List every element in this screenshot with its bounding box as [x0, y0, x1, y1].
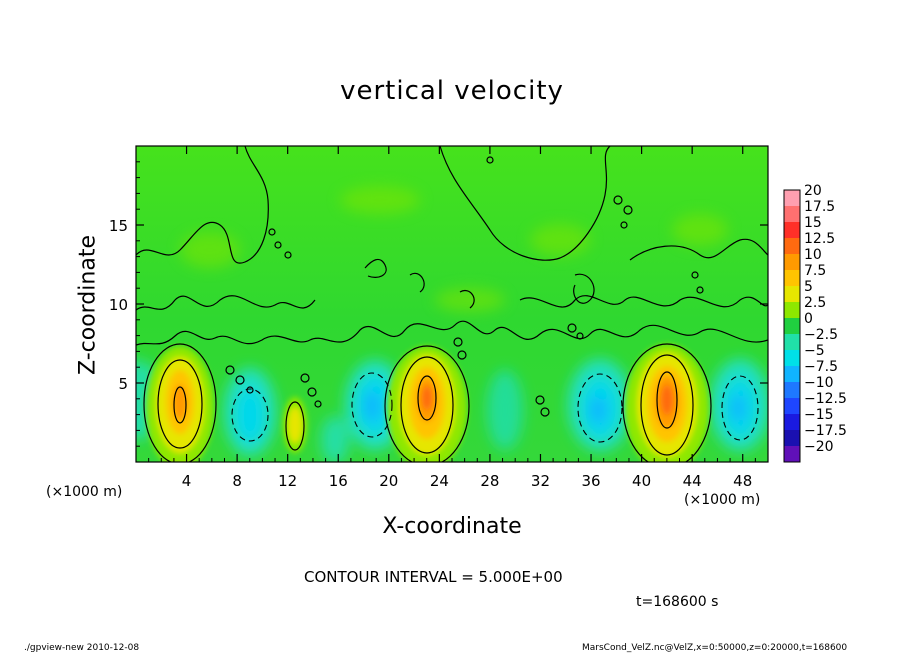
x-unit-label-left: (×1000 m)	[46, 484, 123, 500]
colorbar-swatch	[784, 318, 800, 335]
colorbar-label: 15	[804, 215, 822, 231]
x-tick-label: 8	[232, 472, 242, 490]
y-axis-label: Z-coordinate	[75, 235, 101, 375]
x-tick-label: 40	[632, 472, 651, 490]
colorbar-label: 0	[804, 311, 813, 327]
colorbar-label: 2.5	[804, 295, 826, 311]
chart-title: vertical velocity	[340, 76, 564, 106]
y-axis-ticks: 5 10 15	[109, 161, 768, 447]
colorbar-swatch	[784, 254, 800, 271]
time-label: t=168600 s	[636, 594, 719, 610]
colorbar-label: −5	[804, 343, 825, 359]
x-tick-label: 28	[480, 472, 499, 490]
x-unit-label-right: (×1000 m)	[684, 492, 761, 508]
colorbar-swatch	[784, 206, 800, 223]
colorbar-label: −15	[804, 407, 834, 423]
colorbar-label: −20	[804, 439, 834, 455]
contour-lines	[136, 146, 768, 462]
colorbar-label: 20	[804, 183, 822, 199]
colorbar-label: 17.5	[804, 199, 835, 215]
y-tick-label: 5	[118, 375, 128, 393]
x-tick-label: 12	[278, 472, 297, 490]
colorbar-swatch	[784, 366, 800, 383]
colorbar-label: 10	[804, 247, 822, 263]
footer-right: MarsCond_VelZ.nc@VelZ,x=0:50000,z=0:2000…	[582, 643, 848, 653]
colorbar-swatch	[784, 382, 800, 399]
colorbar-swatch	[784, 286, 800, 303]
velocity-field	[136, 146, 768, 462]
x-tick-label: 20	[379, 472, 398, 490]
colorbar-swatch	[784, 398, 800, 415]
x-tick-label: 44	[683, 472, 702, 490]
x-tick-label: 16	[329, 472, 348, 490]
colorbar-label: −10	[804, 375, 834, 391]
colorbar-swatch	[784, 222, 800, 239]
colorbar-swatch	[784, 302, 800, 319]
colorbar-swatch	[784, 190, 800, 207]
x-tick-label: 32	[531, 472, 550, 490]
colorbar-label: −12.5	[804, 391, 847, 407]
colorbar-label: 7.5	[804, 263, 826, 279]
colorbar-swatch	[784, 334, 800, 351]
footer-left: ./gpview-new 2010-12-08	[24, 643, 140, 653]
x-tick-label: 48	[733, 472, 752, 490]
colorbar-label: 12.5	[804, 231, 835, 247]
y-tick-label: 15	[109, 217, 128, 235]
colorbar-swatch	[784, 350, 800, 367]
x-axis-label: X-coordinate	[382, 514, 522, 539]
colorbar-frame	[783, 189, 801, 463]
x-axis-ticks: 4 8 12 16 20 24 28 32 36 40 44 48	[148, 146, 756, 490]
y-tick-label: 10	[109, 296, 128, 314]
x-tick-label: 36	[581, 472, 600, 490]
colorbar-label: −17.5	[804, 423, 847, 439]
x-tick-label: 4	[182, 472, 192, 490]
colorbar-swatch	[784, 238, 800, 255]
x-tick-label: 24	[430, 472, 449, 490]
colorbar-swatch	[784, 414, 800, 431]
colorbar-label: 5	[804, 279, 813, 295]
colorbar: 2017.51512.5107.552.50−2.5−5−7.5−10−12.5…	[783, 183, 847, 463]
colorbar-swatch	[784, 446, 800, 463]
colorbar-label: −7.5	[804, 359, 838, 375]
colorbar-label: −2.5	[804, 327, 838, 343]
colorbar-swatch	[784, 270, 800, 287]
colorbar-swatch	[784, 430, 800, 447]
contour-interval-text: CONTOUR INTERVAL = 5.000E+00	[304, 568, 563, 586]
